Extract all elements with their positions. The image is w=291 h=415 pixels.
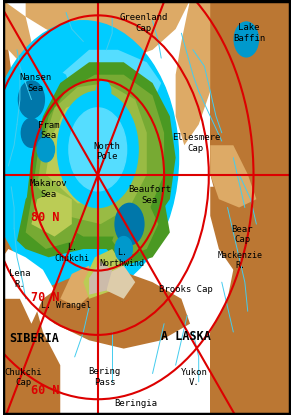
Polygon shape (210, 145, 256, 208)
Circle shape (234, 22, 258, 57)
Text: Nansen
Sea: Nansen Sea (19, 73, 52, 93)
Polygon shape (210, 0, 291, 415)
Polygon shape (8, 62, 75, 133)
Polygon shape (89, 261, 112, 295)
Text: North
Pole: North Pole (93, 142, 120, 161)
Polygon shape (107, 266, 135, 299)
Circle shape (21, 118, 42, 147)
Circle shape (115, 237, 132, 261)
Circle shape (0, 21, 178, 295)
Text: Bear
Cap: Bear Cap (231, 225, 253, 244)
Polygon shape (26, 183, 83, 249)
Polygon shape (31, 50, 161, 141)
Text: Chukchi
Cap: Chukchi Cap (5, 368, 42, 387)
Polygon shape (3, 187, 60, 415)
Text: Beringia: Beringia (114, 399, 157, 408)
Circle shape (57, 91, 138, 208)
Polygon shape (60, 270, 291, 415)
Text: Yukon
V.: Yukon V. (181, 368, 208, 387)
Polygon shape (26, 62, 176, 249)
Polygon shape (46, 95, 135, 203)
Text: Beaufort
Sea: Beaufort Sea (128, 186, 171, 205)
Polygon shape (3, 249, 54, 324)
Polygon shape (107, 187, 170, 266)
Polygon shape (31, 75, 164, 237)
Text: 70 N: 70 N (31, 291, 60, 305)
Text: Mackenzie
R.: Mackenzie R. (218, 251, 263, 270)
Text: Bering
Pass: Bering Pass (88, 367, 120, 386)
Circle shape (18, 81, 45, 118)
Circle shape (69, 108, 127, 191)
Polygon shape (60, 108, 124, 183)
Circle shape (96, 81, 111, 102)
Text: Brooks Cap: Brooks Cap (159, 285, 213, 294)
Polygon shape (17, 166, 101, 257)
Text: A LASKA: A LASKA (161, 330, 211, 343)
Text: Lake
Baffin: Lake Baffin (233, 24, 265, 43)
Circle shape (37, 137, 54, 162)
Polygon shape (31, 191, 72, 237)
Polygon shape (26, 0, 190, 58)
Text: Fram
Sea: Fram Sea (38, 121, 59, 140)
Polygon shape (210, 187, 256, 270)
Text: SIBERIA: SIBERIA (9, 332, 59, 345)
Polygon shape (17, 270, 190, 349)
Polygon shape (176, 0, 210, 145)
Circle shape (115, 203, 144, 245)
Text: 80 N: 80 N (31, 210, 60, 224)
Text: Makarov
Sea: Makarov Sea (30, 179, 68, 198)
Polygon shape (210, 290, 291, 415)
Polygon shape (112, 199, 158, 257)
Polygon shape (37, 83, 147, 224)
Text: L.
Northwind: L. Northwind (100, 249, 145, 268)
Polygon shape (141, 158, 233, 365)
Text: Greenland
Cap: Greenland Cap (120, 13, 168, 32)
Polygon shape (83, 249, 124, 299)
Polygon shape (3, 0, 31, 62)
Text: Lena
R.: Lena R. (9, 269, 31, 288)
Polygon shape (60, 266, 95, 307)
Text: L. Wrangel: L. Wrangel (41, 301, 91, 310)
Text: Ellesmere
Cap: Ellesmere Cap (172, 134, 220, 153)
Polygon shape (3, 42, 26, 241)
Text: 60 N: 60 N (31, 383, 60, 397)
Text: L.
Chukchi: L. Chukchi (54, 244, 89, 263)
